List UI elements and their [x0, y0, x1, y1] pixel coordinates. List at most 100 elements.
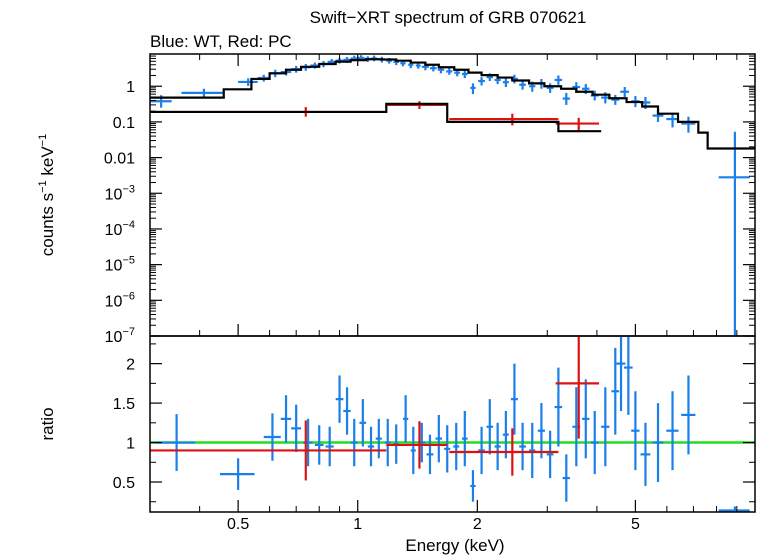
ratio-wt-point-46: [666, 391, 679, 471]
ratio-wt-point-1: [219, 458, 255, 490]
main-ytick-label-5: 10−5: [105, 255, 135, 275]
ratio-wt-point-9: [343, 387, 351, 435]
ratio-wt-point-13: [375, 418, 382, 459]
ratio-wt-point-25: [478, 426, 485, 475]
ratio-pc-point-3: [555, 336, 600, 439]
main-pc-point-3: [555, 117, 600, 132]
chart-subtitle: Blue: WT, Red: PC: [150, 32, 292, 51]
ratio-ytick-label-3: 2: [126, 357, 135, 374]
ratio-wt-point-6: [314, 425, 324, 465]
ratio-wt-point-27: [494, 422, 501, 471]
xtick-label-3: 5: [631, 516, 640, 533]
main-ytick-exp-6: −6: [122, 290, 135, 302]
xtick-label-1: 1: [353, 516, 362, 533]
main-ytick-base-3: 10: [105, 186, 123, 203]
main-wt-point-26: [446, 68, 453, 75]
ratio-wt-point-24: [470, 470, 476, 502]
main-ytick-base-6: 10: [105, 293, 123, 310]
ratio-wt-point-23: [461, 410, 468, 467]
y-label-sup-1: −1: [37, 180, 49, 193]
ratio-wt-point-45: [652, 403, 664, 483]
main-ytick-label-2: 0.01: [104, 151, 135, 168]
ratio-wt-point-7: [325, 426, 334, 467]
ratio-wt-point-40: [611, 347, 620, 435]
main-panel-frame: [149, 53, 756, 337]
xtick-label-2: 2: [473, 516, 482, 533]
main-wt-point-38: [546, 83, 554, 93]
main-wt-point-29: [470, 83, 476, 95]
ratio-wt-point-16: [402, 395, 409, 443]
main-y-axis-label: counts s−1 keV−1: [37, 134, 57, 256]
main-wt-point-33: [502, 78, 509, 88]
ratio-wt-point-8: [335, 375, 344, 423]
ratio-wt-point-34: [554, 367, 563, 447]
x-axis-label: Energy (keV): [405, 536, 504, 555]
main-plot-area: [150, 55, 755, 336]
main-ytick-label-3: 10−3: [105, 183, 135, 203]
main-wt-point-1: [181, 88, 224, 97]
main-wt-point-46: [620, 87, 630, 97]
main-wt-point-30: [478, 77, 485, 86]
ratio-wt-point-39: [601, 387, 610, 467]
ratio-wt-point-47: [681, 375, 696, 455]
ratio-panel-frame: [149, 335, 756, 513]
ratio-wt-point-22: [453, 422, 460, 471]
model-wt-line: [150, 58, 755, 150]
main-wt-point-28: [461, 70, 468, 79]
main-ytick-base-2: 0.01: [104, 151, 135, 168]
main-ytick-base-7: 10: [105, 329, 123, 346]
ratio-wt-point-31: [529, 422, 536, 479]
ratio-wt-point-33: [546, 430, 554, 479]
main-ytick-exp-3: −3: [122, 183, 135, 195]
ratio-wt-point-42: [623, 336, 633, 415]
ratio-wt-point-30: [519, 422, 526, 471]
ratio-wt-point-32: [537, 403, 545, 459]
ratio-wt-point-37: [582, 379, 590, 459]
ratio-wt-point-11: [359, 399, 367, 447]
ratio-pc-point-0: [150, 420, 387, 481]
ratio-wt-point-48: [718, 506, 750, 512]
main-ytick-base-1: 0.1: [113, 115, 135, 132]
main-ytick-base-5: 10: [105, 258, 123, 275]
ratio-wt-point-20: [435, 414, 443, 463]
ratio-wt-point-29: [510, 363, 518, 435]
ratio-wt-point-0: [155, 414, 196, 471]
main-wt-point-40: [562, 92, 570, 105]
ratio-wt-point-43: [631, 391, 640, 471]
ratio-wt-point-21: [444, 425, 451, 473]
main-ytick-label-1: 0.1: [113, 115, 135, 132]
main-wt-point-45: [611, 94, 620, 105]
main-wt-point-39: [554, 75, 563, 85]
main-wt-point-2: [238, 78, 258, 86]
y-label-sup-2: −1: [37, 134, 49, 147]
ratio-ytick-label-0: 0.5: [113, 475, 135, 492]
main-ytick-exp-7: −7: [122, 326, 135, 338]
ratio-wt-point-4: [291, 404, 302, 453]
y-label-counts: counts s: [38, 193, 57, 256]
ratio-wt-point-3: [280, 395, 292, 443]
ratio-wt-point-41: [616, 336, 626, 411]
main-wt-point-24: [429, 65, 437, 72]
ratio-wt-point-44: [640, 422, 651, 486]
main-ytick-label-4: 10−4: [105, 219, 135, 239]
ratio-wt-point-14: [384, 418, 391, 467]
ratio-wt-point-35: [562, 454, 570, 502]
chart-title: Swift−XRT spectrum of GRB 070621: [310, 8, 587, 27]
ratio-ytick-label-2: 1.5: [113, 396, 135, 413]
ratio-wt-point-10: [350, 418, 358, 467]
ratio-wt-point-38: [590, 410, 599, 475]
main-wt-point-50: [666, 112, 679, 128]
ratio-ytick-label-1: 1: [126, 436, 135, 453]
ratio-y-axis-label: ratio: [38, 407, 57, 440]
ratio-plot-area: [150, 336, 755, 512]
main-ytick-base-4: 10: [105, 222, 123, 239]
ratio-panel: 0.5 1 1.5 2 0.5 1 2 5 ratio: [38, 54, 756, 533]
ratio-wt-point-2: [263, 413, 281, 461]
main-wt-point-35: [519, 80, 526, 90]
main-pc-point-1: [386, 101, 448, 109]
ratio-pc-point-2: [449, 428, 559, 476]
model-pc-line: [150, 102, 602, 133]
